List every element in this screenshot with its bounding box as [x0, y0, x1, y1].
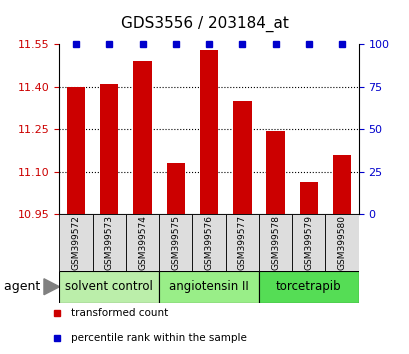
Text: GSM399573: GSM399573 — [105, 215, 114, 270]
Bar — [292, 214, 325, 271]
Bar — [166, 163, 184, 214]
Text: GSM399575: GSM399575 — [171, 215, 180, 270]
Bar — [92, 214, 126, 271]
Polygon shape — [44, 279, 59, 295]
Text: GSM399574: GSM399574 — [138, 215, 147, 270]
Text: GSM399579: GSM399579 — [303, 215, 312, 270]
Text: GSM399577: GSM399577 — [237, 215, 246, 270]
Bar — [332, 155, 351, 214]
Bar — [325, 214, 358, 271]
Text: solvent control: solvent control — [65, 280, 153, 293]
Bar — [67, 87, 85, 214]
Bar — [59, 214, 92, 271]
Bar — [126, 214, 159, 271]
Bar — [159, 271, 258, 303]
Text: GSM399572: GSM399572 — [72, 215, 81, 270]
Bar — [192, 214, 225, 271]
Bar — [133, 61, 151, 214]
Text: GDS3556 / 203184_at: GDS3556 / 203184_at — [121, 16, 288, 32]
Bar — [299, 182, 317, 214]
Text: agent: agent — [4, 280, 44, 293]
Bar — [59, 271, 159, 303]
Bar — [159, 214, 192, 271]
Bar — [200, 50, 218, 214]
Bar — [100, 84, 118, 214]
Text: GSM399578: GSM399578 — [270, 215, 279, 270]
Bar — [258, 214, 292, 271]
Text: transformed count: transformed count — [71, 308, 168, 318]
Bar — [233, 101, 251, 214]
Text: GSM399576: GSM399576 — [204, 215, 213, 270]
Bar — [225, 214, 258, 271]
Text: GSM399580: GSM399580 — [337, 215, 346, 270]
Text: angiotensin II: angiotensin II — [169, 280, 248, 293]
Bar — [258, 271, 358, 303]
Text: torcetrapib: torcetrapib — [275, 280, 341, 293]
Text: percentile rank within the sample: percentile rank within the sample — [71, 333, 247, 343]
Bar — [266, 131, 284, 214]
